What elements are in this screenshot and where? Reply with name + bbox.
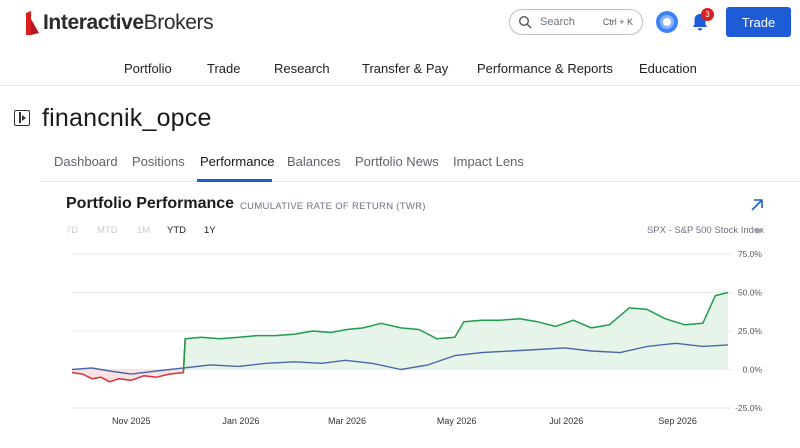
main-navigation: Portfolio Trade Research Transfer & Pay … <box>0 52 800 86</box>
chevron-down-icon[interactable] <box>754 229 762 234</box>
active-tab-indicator <box>197 179 272 182</box>
search-placeholder: Search <box>540 16 575 28</box>
x-tick-label: Mar 2026 <box>328 416 366 426</box>
range-7d[interactable]: 7D <box>66 225 79 236</box>
expand-arrow-icon[interactable] <box>750 198 764 212</box>
notification-count-badge: 3 <box>701 8 714 21</box>
sidebar-toggle-icon[interactable] <box>14 110 30 126</box>
nav-item-research[interactable]: Research <box>274 61 330 76</box>
range-1y[interactable]: 1Y <box>204 225 216 236</box>
benchmark-line <box>71 342 729 375</box>
ib-logo-text: InteractiveBrokers <box>43 11 214 34</box>
tab-balances[interactable]: Balances <box>287 154 341 169</box>
card-subtitle: CUMULATIVE RATE OF RETURN (TWR) <box>240 201 426 212</box>
portfolio-line-positive <box>182 291 729 373</box>
portfolio-positive-area <box>183 292 728 373</box>
ib-logo-mark-icon <box>26 11 39 35</box>
x-tick-label: May 2026 <box>437 416 477 426</box>
search-shortcut-hint: Ctrl + K <box>602 17 633 27</box>
nav-item-trade[interactable]: Trade <box>207 61 241 76</box>
x-tick-label: Nov 2025 <box>112 416 151 426</box>
account-title: financnik_opce <box>42 104 212 132</box>
ib-logo[interactable]: InteractiveBrokers <box>24 8 214 38</box>
tab-portfolio-news[interactable]: Portfolio News <box>355 154 439 169</box>
tab-positions[interactable]: Positions <box>132 154 185 169</box>
ibot-assistant-icon[interactable] <box>656 11 678 33</box>
nav-item-performance-reports[interactable]: Performance & Reports <box>477 61 613 76</box>
y-tick-label: 0.0% <box>743 365 763 375</box>
portfolio-line-negative <box>71 338 186 383</box>
portfolio-negative-area <box>72 369 184 382</box>
nav-item-education[interactable]: Education <box>639 61 697 76</box>
top-bar: InteractiveBrokers Search Ctrl + K 3 Tra… <box>0 0 800 46</box>
card-title: Portfolio Performance <box>66 195 235 212</box>
y-tick-label: -25.0% <box>735 403 762 413</box>
x-tick-label: Jul 2026 <box>549 416 583 426</box>
benchmark-select[interactable]: SPX - S&P 500 Stock Index <box>646 225 764 236</box>
range-ytd[interactable]: YTD <box>167 225 186 236</box>
y-tick-label: 75.0% <box>738 249 763 259</box>
account-tabs: Dashboard Positions Performance Balances… <box>40 150 800 182</box>
search-input[interactable]: Search Ctrl + K <box>509 9 643 35</box>
nav-item-transfer-pay[interactable]: Transfer & Pay <box>362 61 449 76</box>
tab-dashboard[interactable]: Dashboard <box>54 154 118 169</box>
tab-impact-lens[interactable]: Impact Lens <box>453 154 524 169</box>
range-mtd[interactable]: MTD <box>97 225 118 236</box>
x-tick-label: Sep 2026 <box>658 416 697 426</box>
y-tick-label: 50.0% <box>738 288 763 298</box>
trade-button[interactable]: Trade <box>726 7 791 37</box>
y-tick-label: 25.0% <box>738 326 763 336</box>
range-1m[interactable]: 1M <box>137 225 151 236</box>
x-tick-label: Jan 2026 <box>222 416 259 426</box>
nav-item-portfolio[interactable]: Portfolio <box>124 61 172 76</box>
search-icon <box>518 15 532 29</box>
tab-performance[interactable]: Performance <box>200 154 275 169</box>
